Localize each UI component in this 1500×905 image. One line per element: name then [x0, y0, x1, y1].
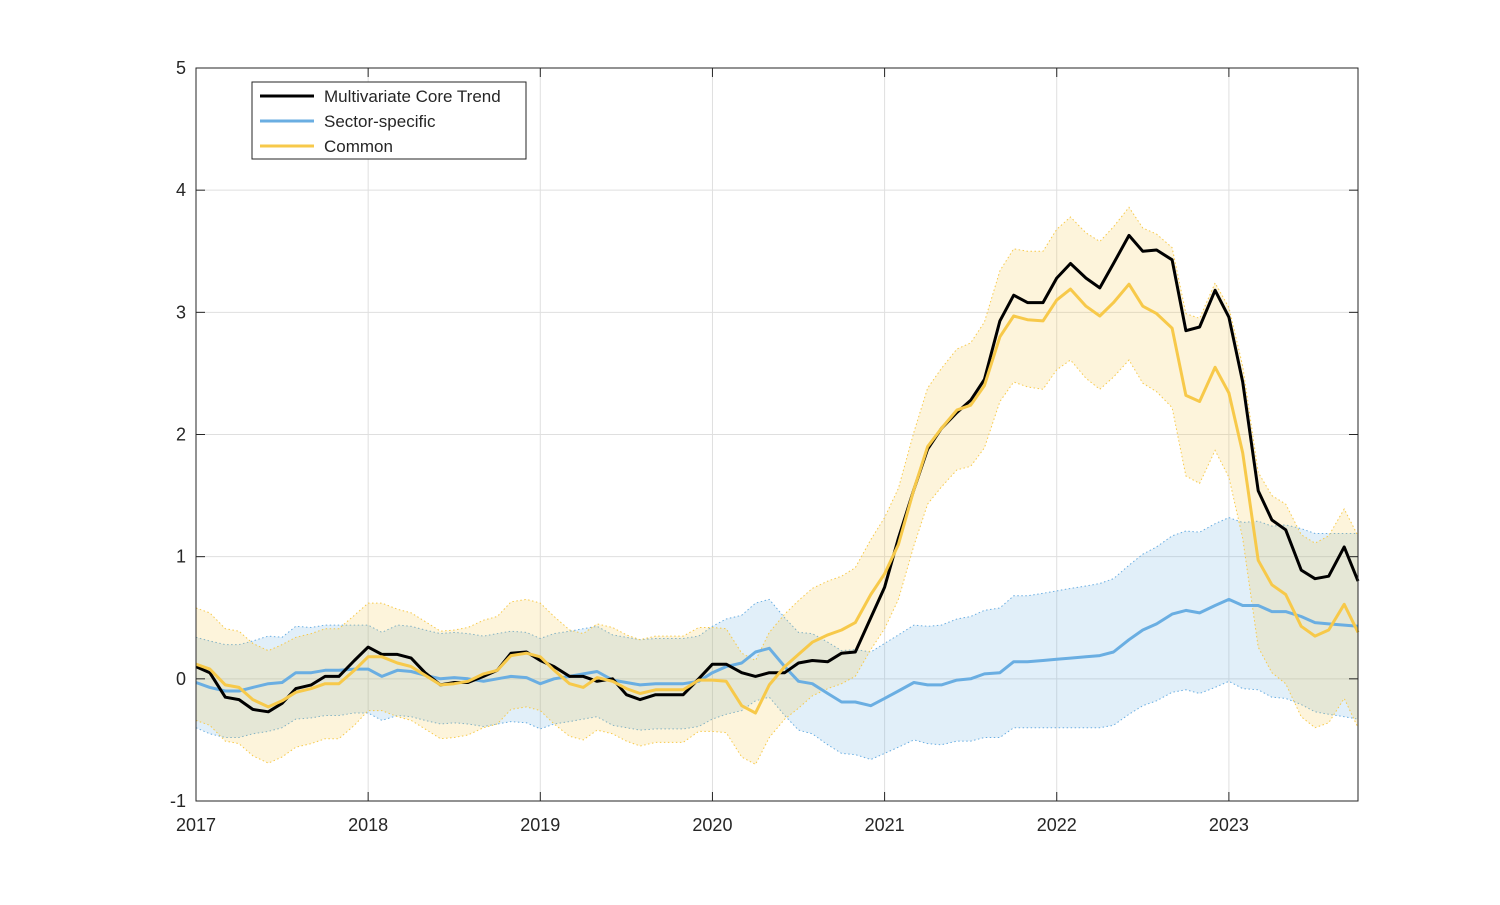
band-area-1: [196, 207, 1358, 765]
x-tick-label-3: 2020: [692, 815, 732, 835]
confidence-bands: [195, 206, 1359, 766]
y-tick-label-5: 4: [176, 180, 186, 200]
series-lines: [195, 233, 1360, 715]
band-lower-1: [195, 359, 1359, 766]
y-tick-label-2: 1: [176, 547, 186, 567]
y-tick-label-0: -1: [170, 791, 186, 811]
series-line-1: [195, 597, 1359, 708]
axis-ticks: 2017 2018 2019 2020 2021 2022 2023 -1 0 1 2 3 4 5: [170, 58, 1358, 835]
x-tick-label-6: 2023: [1209, 815, 1249, 835]
x-tick-label-1: 2018: [348, 815, 388, 835]
legend: Multivariate Core Trend Sector-specific Co…: [251, 81, 527, 160]
series-line-2: [195, 282, 1360, 715]
x-tick-label-5: 2022: [1037, 815, 1077, 835]
y-tick-label-6: 5: [176, 58, 186, 78]
x-tick-label-2: 2019: [520, 815, 560, 835]
legend-label-2: Common: [324, 137, 393, 156]
legend-label-1: Sector-specific: [324, 112, 436, 131]
legend-label-0: Multivariate Core Trend: [324, 87, 501, 106]
x-tick-label-0: 2017: [176, 815, 216, 835]
y-tick-label-3: 2: [176, 425, 186, 445]
band-area-0: [196, 517, 1358, 760]
series-line-0: [195, 233, 1360, 714]
y-tick-label-1: 0: [176, 669, 186, 689]
band-upper-0: [195, 517, 1358, 653]
x-tick-label-4: 2021: [865, 815, 905, 835]
y-tick-label-4: 3: [176, 302, 186, 322]
